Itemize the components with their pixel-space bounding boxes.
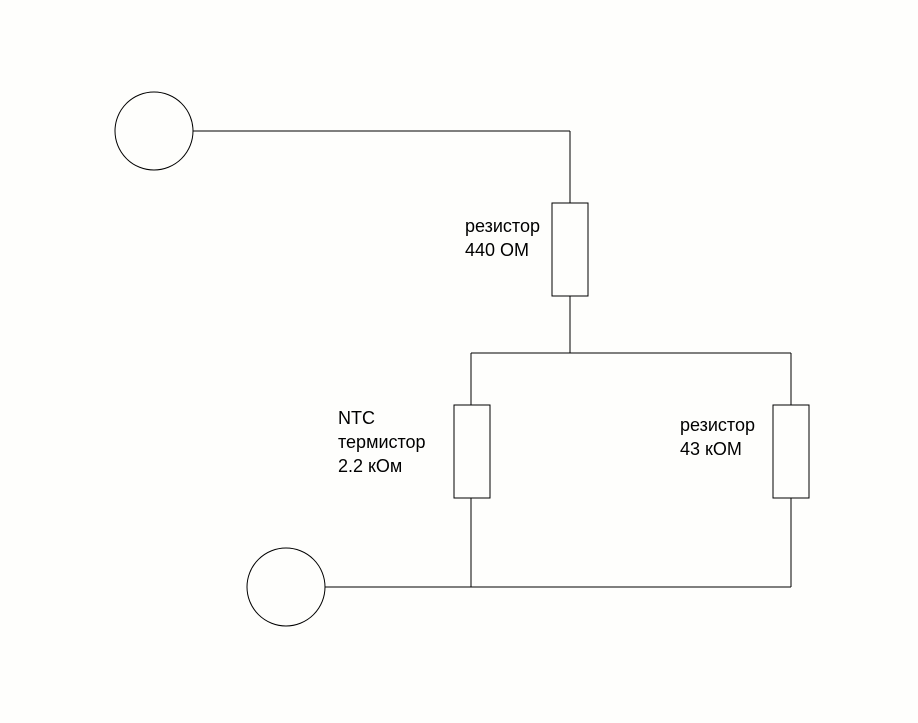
resistor-right-label-2: 43 кОМ [680,439,742,459]
resistor-right-label-1: резистор [680,415,755,435]
resistor-top-label-2: 440 ОМ [465,240,529,260]
ntc-box [454,405,490,498]
ntc-label-1: NTC [338,408,375,428]
ntc-label-3: 2.2 кОм [338,456,402,476]
resistor-top-label-1: резистор [465,216,540,236]
circuit-diagram: резистор 440 ОМ NTC термистор 2.2 кОм ре… [0,0,918,723]
resistor-right-box [773,405,809,498]
terminal-top [115,92,193,170]
ntc-label-2: термистор [338,432,426,452]
resistor-top-box [552,203,588,296]
terminal-bottom [247,548,325,626]
